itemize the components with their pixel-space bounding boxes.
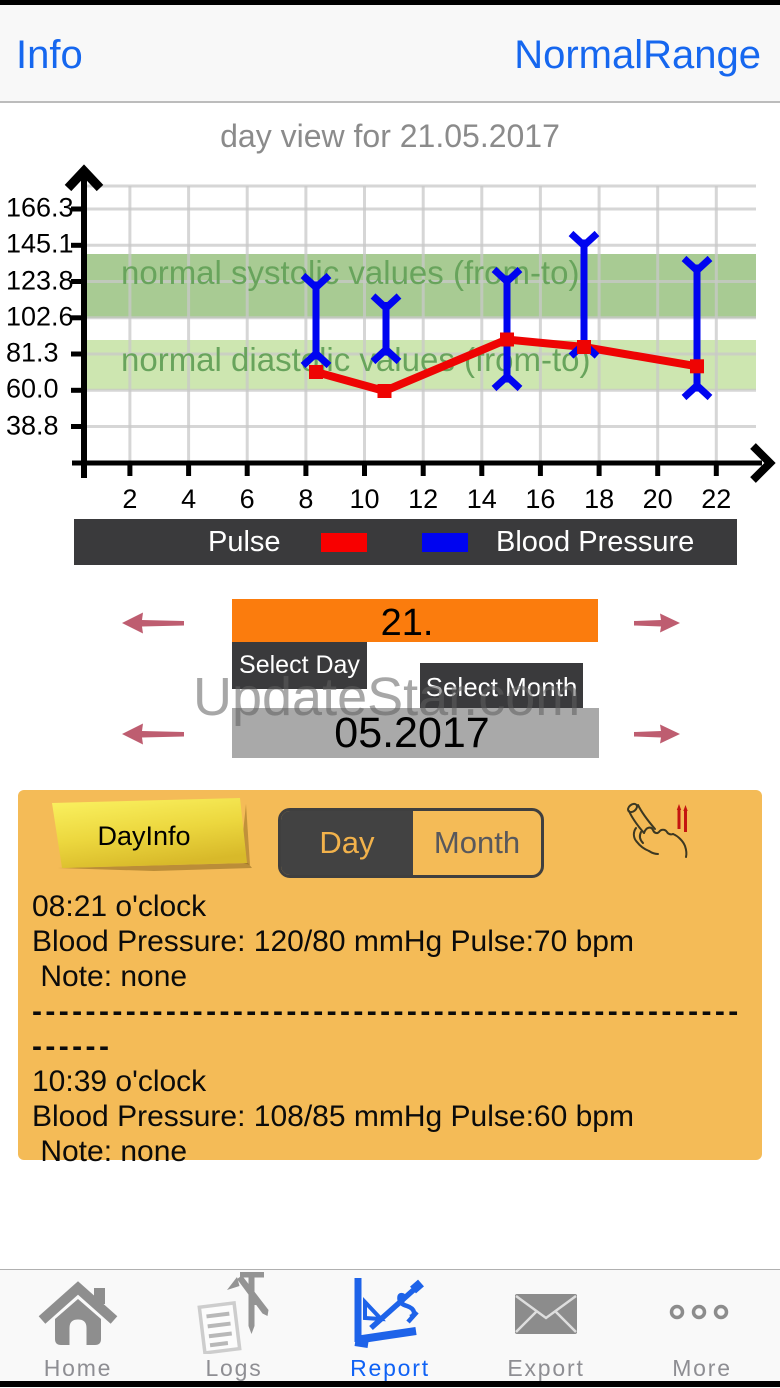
svg-text:DayInfo: DayInfo bbox=[97, 821, 190, 851]
svg-text:normal diastolic values (from-: normal diastolic values (from-to) bbox=[121, 341, 590, 378]
svg-text:normal systolic values (from-t: normal systolic values (from-to) bbox=[121, 254, 579, 291]
